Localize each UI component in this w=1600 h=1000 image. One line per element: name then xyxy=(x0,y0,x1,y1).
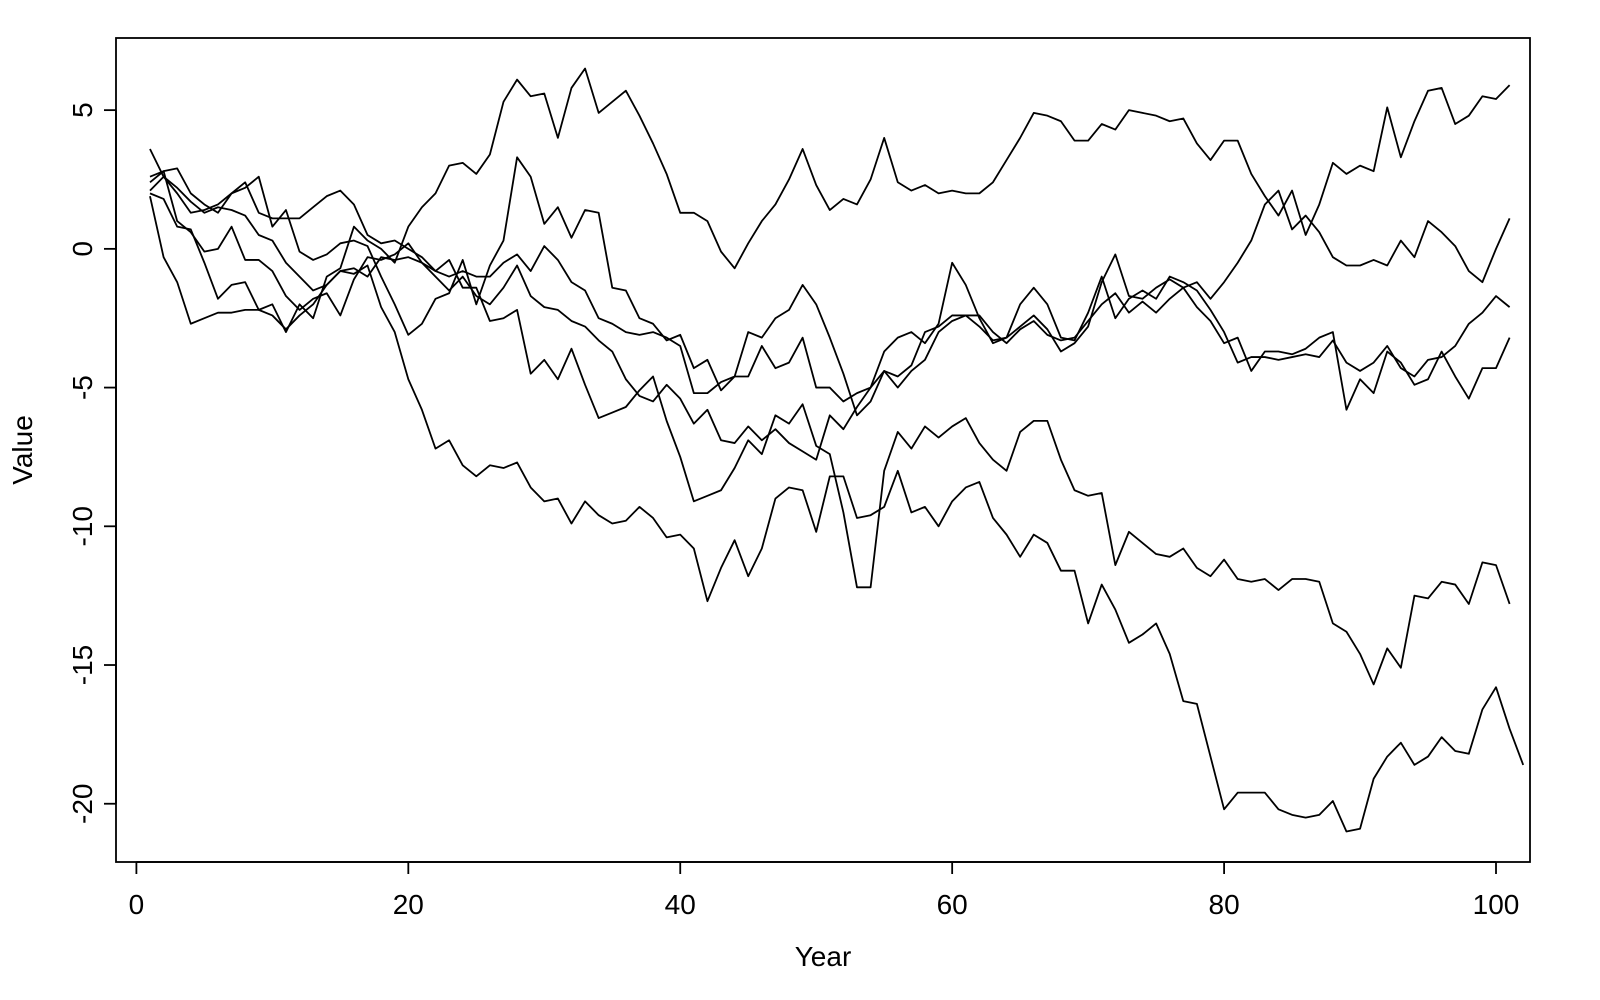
series-line-4 xyxy=(149,195,1525,833)
x-tick-label: 20 xyxy=(393,889,424,920)
series-line-1 xyxy=(149,67,1511,333)
y-tick-label: 0 xyxy=(67,241,98,257)
y-tick-label: -20 xyxy=(67,784,98,824)
y-tick-label: 5 xyxy=(67,102,98,118)
x-tick-label: 60 xyxy=(937,889,968,920)
series-layer xyxy=(149,67,1525,833)
x-tick-label: 0 xyxy=(129,889,145,920)
x-tick-label: 40 xyxy=(665,889,696,920)
x-tick-label: 80 xyxy=(1209,889,1240,920)
x-tick-label: 100 xyxy=(1473,889,1520,920)
y-tick-label: -5 xyxy=(67,375,98,400)
series-line-5 xyxy=(149,156,1511,411)
x-axis-label: Year xyxy=(795,941,852,972)
series-line-3 xyxy=(149,175,1511,461)
y-tick-label: -15 xyxy=(67,645,98,685)
x-axis: 0 20 40 60 80 100 xyxy=(129,861,1520,920)
series-line-6 xyxy=(149,170,1511,686)
y-axis-label: Value xyxy=(7,415,38,485)
series-line-2 xyxy=(149,148,1511,417)
y-axis: 5 0 -5 -10 -15 -20 xyxy=(67,102,117,824)
y-tick-label: -10 xyxy=(67,506,98,546)
